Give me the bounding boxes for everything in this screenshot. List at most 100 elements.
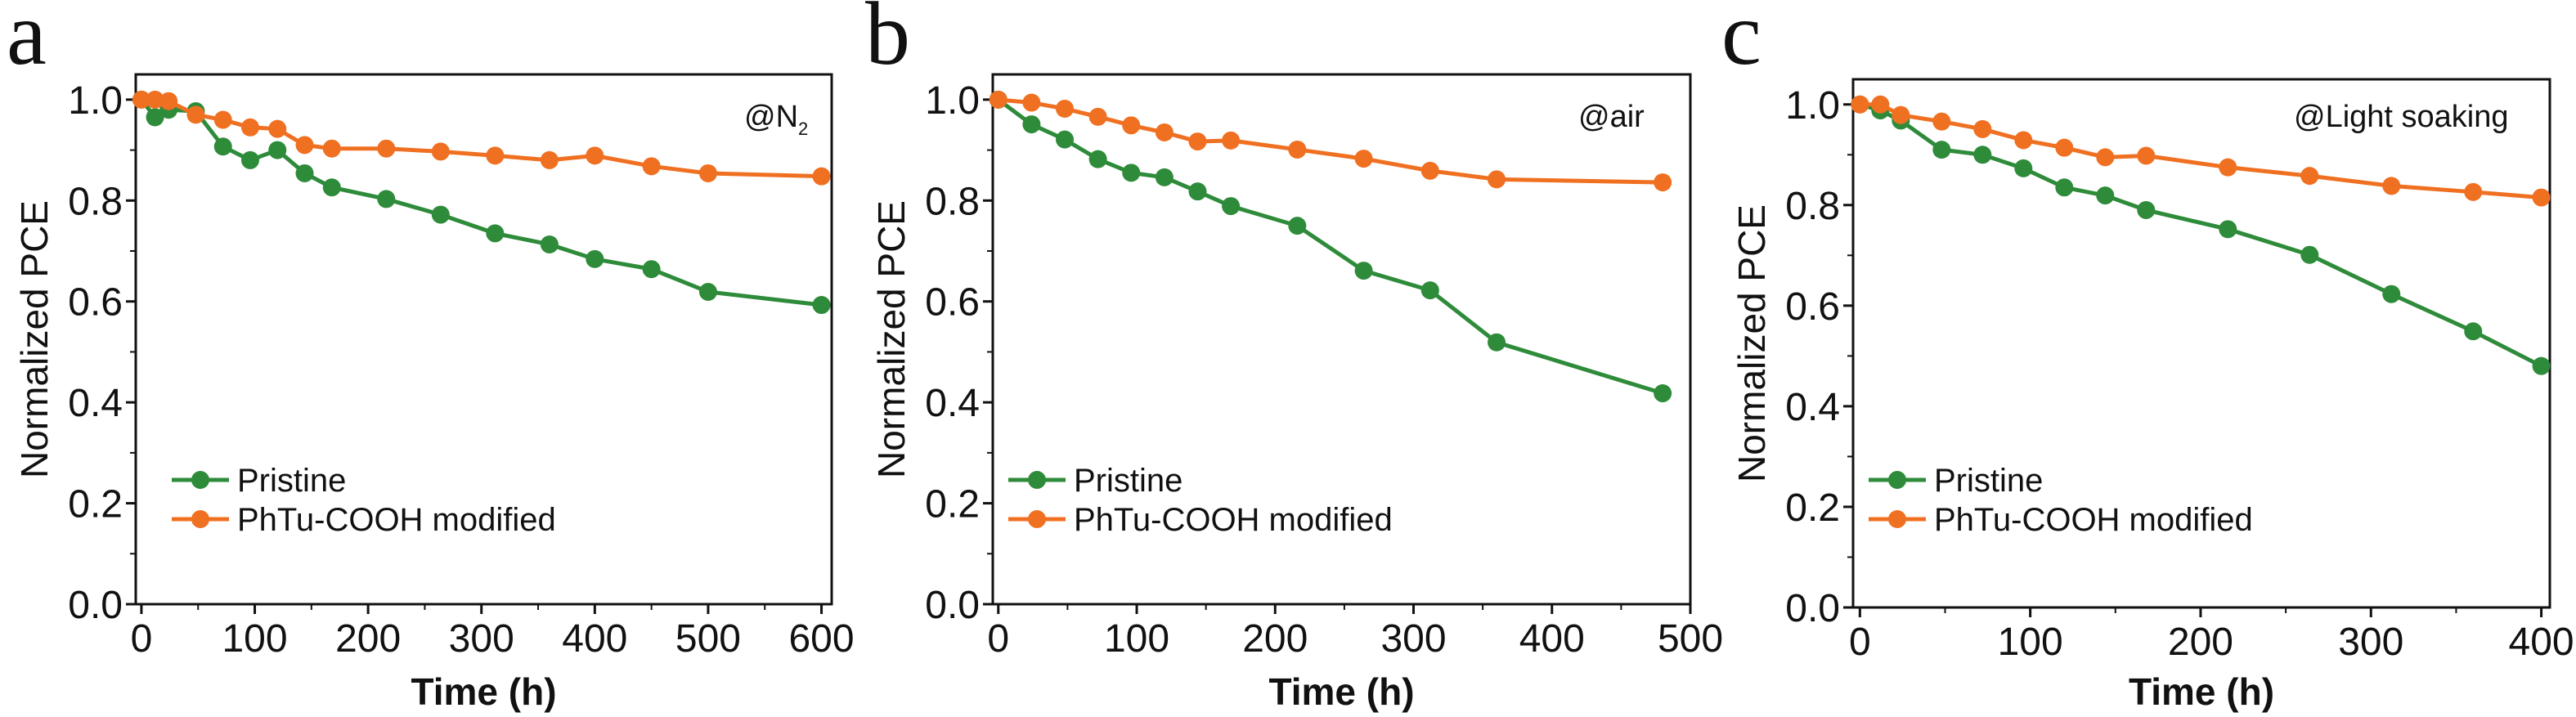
data-point [1288,217,1307,235]
data-point [2137,200,2156,219]
data-point [1122,164,1141,182]
data-point [486,146,505,165]
x-tick-label: 300 [449,617,514,661]
data-point [698,164,717,182]
data-point [2096,186,2115,205]
data-point [989,90,1008,109]
data-point [2014,131,2033,150]
data-point [2219,220,2237,239]
x-tick-label: 300 [1380,617,1446,661]
data-point [1056,99,1075,118]
data-point [1420,281,1439,300]
legend-marker [1028,510,1046,528]
data-point [377,190,396,208]
y-tick-label: 0.4 [1785,386,1840,429]
data-point [431,142,450,161]
data-point [213,137,232,156]
y-axis-label: Normalized PCE [870,200,913,478]
data-point [159,92,178,110]
y-tick-label: 1.0 [68,79,123,123]
data-point [146,108,164,127]
data-point [1122,116,1141,135]
data-point [1022,115,1041,134]
x-axis-label: Time (h) [411,670,556,713]
y-tick-label: 0.4 [925,382,980,425]
data-point [1973,119,1992,138]
legend-label: PhTu-COOH modified [1074,502,1393,538]
data-point [2219,158,2237,177]
data-point [1056,130,1075,149]
data-point [322,178,341,197]
data-point [1088,150,1107,168]
data-point [1654,384,1672,403]
data-point [2300,245,2319,264]
y-tick-label: 0.4 [68,382,123,425]
y-tick-label: 0.8 [1785,185,1840,228]
data-point [295,164,314,182]
data-point [1155,168,1174,186]
data-point [1851,95,1869,114]
data-point [1871,95,1890,114]
data-point [812,296,831,315]
data-point [268,141,287,159]
data-point [2055,138,2074,157]
data-point [268,119,287,138]
x-tick-label: 400 [1519,617,1585,661]
legend-marker [191,471,209,489]
x-tick-label: 100 [1998,621,2063,664]
data-point [486,224,505,243]
data-point [2382,177,2401,195]
data-point [240,118,259,137]
data-point [2382,285,2401,303]
legend-marker [1888,471,1906,489]
data-point [1022,93,1041,112]
x-tick-label: 100 [1104,617,1169,661]
plot-frame [991,73,1692,606]
x-axis-label: Time (h) [2129,670,2274,713]
x-tick-label: 500 [675,617,741,661]
y-tick-label: 0.0 [1785,587,1840,630]
x-tick-label: 0 [131,617,153,661]
data-point [1488,170,1506,189]
data-point [213,110,232,129]
plot-frame [134,73,833,606]
data-point [2300,167,2319,186]
data-point [642,157,661,176]
data-point [240,150,259,169]
y-tick-label: 0.8 [925,180,980,223]
x-tick-label: 200 [2168,621,2233,664]
x-tick-label: 200 [1242,617,1308,661]
y-axis-label: Normalized PCE [1730,204,1773,482]
y-tick-label: 1.0 [925,79,980,123]
data-point [2137,146,2156,165]
data-point [431,205,450,224]
data-point [1488,333,1506,352]
y-tick-label: 0.8 [68,180,123,223]
legend-label: Pristine [237,463,346,499]
data-point [1188,182,1207,201]
data-point [1932,141,1951,159]
data-point [586,146,604,165]
data-point [1088,107,1107,126]
legend-label: Pristine [1074,463,1183,499]
chart-panel-b: b 0.0 0.2 0.4 0.6 0.8 1.0 0 100 200 300 400 500 Time … [865,0,1723,713]
data-point [146,90,164,109]
data-point [2096,148,2115,167]
y-tick-label: 0.6 [925,281,980,325]
x-tick-label: 200 [335,617,401,661]
panel-label: b [865,0,910,83]
data-point [132,90,150,109]
data-point [322,139,341,158]
condition-annotation: @Light soaking [2294,100,2509,134]
data-point [1188,132,1207,151]
x-tick-label: 600 [788,617,854,661]
data-point [2014,159,2033,177]
data-point [540,150,559,169]
y-tick-label: 0.6 [68,281,123,325]
data-point [1932,112,1951,131]
x-tick-label: 0 [1849,621,1871,664]
data-point [812,167,831,186]
series-line-pristine [1859,102,2542,368]
panel-label: a [7,0,47,83]
